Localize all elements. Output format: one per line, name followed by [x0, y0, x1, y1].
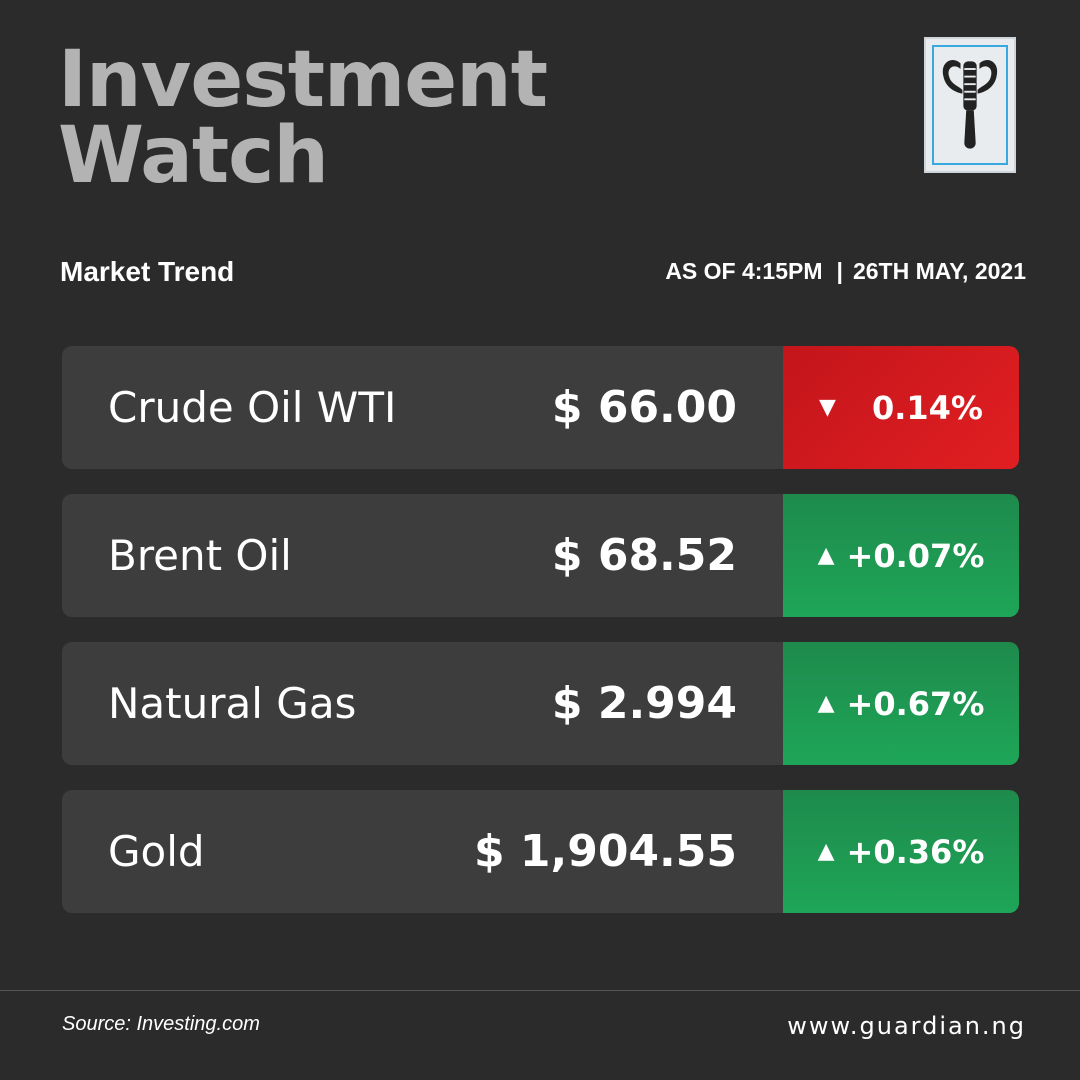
- arrow-up-icon: ▲: [817, 839, 835, 864]
- market-row-gold: Gold $ 1,904.55 ▲ +0.36%: [62, 790, 1019, 913]
- market-table: Crude Oil WTI $ 66.00 ▼ 0.14% Brent Oil …: [62, 346, 1019, 938]
- commodity-name: Brent Oil: [108, 531, 292, 580]
- change-value: +0.07%: [846, 536, 985, 575]
- footer-divider: [0, 990, 1080, 991]
- arrow-up-icon: ▲: [817, 543, 835, 568]
- as-of-date: 26TH MAY, 2021: [852, 258, 1026, 284]
- timestamp-separator: |: [836, 258, 843, 284]
- as-of-time: AS OF 4:15PM: [665, 258, 823, 284]
- change-value: +0.36%: [846, 832, 985, 871]
- page-title: Investment Watch: [58, 35, 548, 201]
- arrow-up-icon: ▲: [817, 691, 835, 716]
- change-value: 0.14%: [871, 388, 983, 427]
- change-value: +0.67%: [846, 684, 985, 723]
- market-row-brent-oil: Brent Oil $ 68.52 ▲ +0.07%: [62, 494, 1019, 617]
- commodity-price: $ 2.994: [551, 678, 737, 729]
- market-row-natural-gas: Natural Gas $ 2.994 ▲ +0.67%: [62, 642, 1019, 765]
- change-badge: ▲ +0.36%: [783, 790, 1019, 913]
- source-credit: Source: Investing.com: [62, 1013, 260, 1035]
- title-line-2: Watch: [58, 111, 329, 201]
- commodity-name: Natural Gas: [108, 679, 357, 728]
- commodity-price: $ 66.00: [551, 382, 737, 433]
- timestamp: AS OF 4:15PM | 26TH MAY, 2021: [665, 258, 1026, 285]
- commodity-name: Crude Oil WTI: [108, 383, 397, 432]
- change-badge: ▼ 0.14%: [783, 346, 1019, 469]
- change-badge: ▲ +0.67%: [783, 642, 1019, 765]
- commodity-name: Gold: [108, 827, 205, 876]
- market-trend-label: Market Trend: [60, 256, 235, 287]
- website-link[interactable]: www.guardian.ng: [787, 1012, 1026, 1040]
- logo: [924, 37, 1016, 173]
- market-row-crude-oil-wti: Crude Oil WTI $ 66.00 ▼ 0.14%: [62, 346, 1019, 469]
- guardian-emblem-icon: [932, 45, 1008, 165]
- commodity-price: $ 68.52: [551, 530, 737, 581]
- commodity-price: $ 1,904.55: [473, 826, 737, 877]
- change-badge: ▲ +0.07%: [783, 494, 1019, 617]
- title-line-1: Investment: [58, 35, 548, 125]
- arrow-down-icon: ▼: [819, 395, 836, 420]
